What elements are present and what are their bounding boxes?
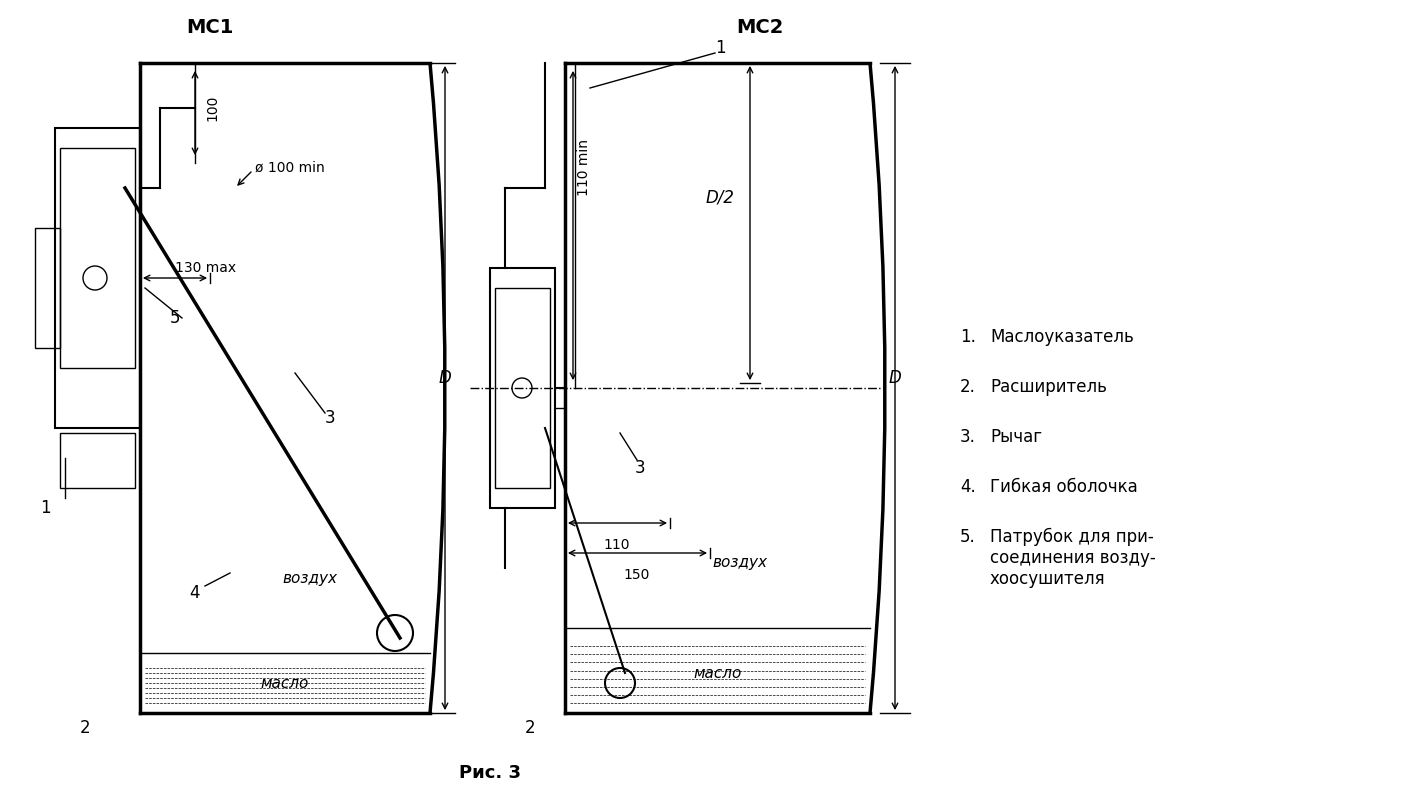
Text: 150: 150 — [623, 568, 650, 582]
Text: Рычаг: Рычаг — [991, 428, 1041, 446]
Text: МС1: МС1 — [187, 18, 233, 37]
Text: Расширитель: Расширитель — [991, 378, 1106, 396]
Text: масло: масло — [694, 666, 742, 680]
Bar — [55, 128, 140, 428]
Text: МС2: МС2 — [736, 18, 784, 37]
Text: 100: 100 — [205, 95, 219, 121]
Text: 5.: 5. — [959, 528, 976, 546]
Text: 3: 3 — [634, 459, 646, 477]
Text: 2: 2 — [524, 719, 536, 737]
Text: Рис. 3: Рис. 3 — [459, 764, 521, 782]
Text: Гибкая оболочка: Гибкая оболочка — [991, 478, 1137, 496]
Text: 1: 1 — [40, 499, 51, 517]
Text: 3: 3 — [325, 409, 335, 427]
Text: 130 max: 130 max — [175, 261, 236, 275]
Text: 110 min: 110 min — [577, 140, 591, 196]
Text: воздух: воздух — [283, 570, 338, 586]
Bar — [35, 228, 59, 348]
Text: 4: 4 — [189, 584, 201, 602]
Text: Патрубок для при-
соединения возду-
хоосушителя: Патрубок для при- соединения возду- хоос… — [991, 528, 1156, 588]
Bar — [490, 268, 555, 508]
Text: D: D — [889, 369, 901, 387]
Text: воздух: воздух — [712, 556, 767, 570]
Text: Маслоуказатель: Маслоуказатель — [991, 328, 1133, 346]
Text: 2.: 2. — [959, 378, 976, 396]
Text: 3.: 3. — [959, 428, 976, 446]
Text: 4.: 4. — [959, 478, 976, 496]
Text: D: D — [438, 369, 451, 387]
Text: ø 100 min: ø 100 min — [254, 161, 325, 175]
Text: 110: 110 — [603, 538, 630, 552]
Text: 1.: 1. — [959, 328, 976, 346]
Bar — [59, 148, 136, 368]
Text: 1: 1 — [715, 39, 725, 57]
Text: D/2: D/2 — [705, 189, 735, 207]
Bar — [495, 288, 550, 488]
Text: 2: 2 — [79, 719, 90, 737]
Bar — [59, 433, 136, 488]
Text: 5: 5 — [170, 309, 181, 327]
Text: масло: масло — [261, 675, 309, 691]
